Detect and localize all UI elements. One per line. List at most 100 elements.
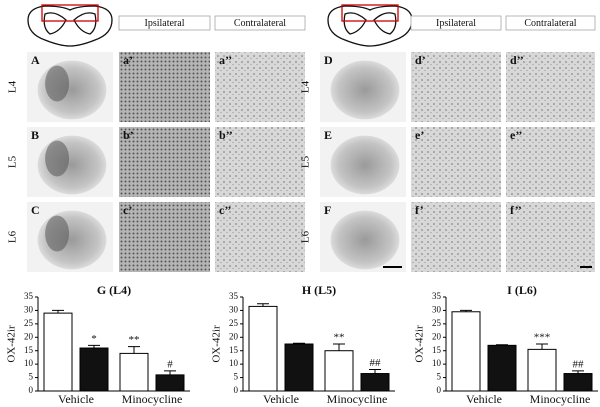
row-label: L4	[7, 80, 19, 93]
y-tick-label: 10	[229, 358, 239, 368]
panel-letter: e’’	[510, 128, 522, 142]
y-tick-label: 15	[229, 345, 239, 355]
panel-letter: E	[324, 128, 332, 142]
y-tick-label: 35	[229, 291, 239, 301]
error-bar	[369, 369, 381, 374]
significance: #	[167, 358, 173, 370]
header-label: Contralateral	[524, 18, 576, 29]
row-label: L5	[300, 155, 312, 168]
error-bar	[293, 342, 305, 344]
y-tick-label: 25	[24, 318, 34, 328]
micrographs: Ipsilateral Contralateral L4 A a’ a’’ L5 B b’ b’’…	[7, 15, 596, 272]
error-bar	[460, 309, 472, 312]
micrograph	[215, 202, 305, 272]
header-label: Ipsilateral	[436, 18, 476, 29]
header-label: Contralateral	[234, 18, 286, 29]
panel-letter: c’’	[219, 203, 231, 217]
y-tick-label: 20	[432, 331, 442, 341]
panel-letter: a’	[123, 53, 133, 67]
header-label: Ipsilateral	[145, 18, 185, 29]
panel-letter: f’’	[510, 203, 522, 217]
y-tick-label: 35	[24, 291, 34, 301]
y-tick-label: 0	[29, 385, 34, 395]
micrograph	[215, 127, 305, 197]
bar	[324, 350, 354, 392]
micrograph	[119, 127, 210, 197]
panel-letter: d’’	[510, 53, 524, 67]
header-box	[410, 15, 502, 31]
bar	[155, 374, 185, 392]
group-label: Vehicle	[263, 392, 299, 406]
chart-title: G (L4)	[97, 283, 131, 297]
y-tick-label: 20	[229, 331, 239, 341]
cord-section	[330, 210, 400, 270]
bar	[451, 311, 481, 392]
bar	[563, 373, 593, 392]
panel-letter: A	[31, 53, 40, 67]
y-tick-label: 10	[432, 358, 442, 368]
stained-region	[45, 65, 70, 102]
micrograph	[411, 52, 501, 122]
significance: ##	[573, 358, 585, 370]
significance: ***	[534, 332, 551, 344]
error-bar	[536, 343, 548, 350]
panel-letter: a’’	[219, 53, 232, 67]
y-axis-label: OX-42ir	[211, 325, 223, 363]
micrograph	[119, 202, 210, 272]
row-label: L4	[300, 80, 312, 93]
y-tick-label: 30	[24, 304, 34, 314]
stained-region	[45, 140, 70, 177]
panel-letter: f’	[415, 203, 424, 217]
error-bar	[164, 370, 176, 375]
panel-letter: B	[31, 128, 39, 142]
micrograph	[119, 52, 210, 122]
error-bar	[333, 343, 345, 351]
significance: **	[129, 334, 140, 346]
panel-letter: d’	[415, 53, 426, 67]
micrograph	[506, 127, 595, 197]
significance: ##	[370, 357, 382, 369]
panel-letter: e’	[415, 128, 424, 142]
bar	[43, 312, 73, 392]
y-tick-label: 15	[24, 345, 34, 355]
bar	[248, 305, 278, 392]
error-bar	[52, 309, 64, 314]
cord-icon	[27, 4, 413, 47]
chart-title: H (L5)	[302, 283, 336, 297]
bar	[527, 348, 557, 392]
significance: **	[334, 332, 345, 344]
group-label: Vehicle	[58, 392, 94, 406]
error-bar	[496, 344, 508, 346]
cord-section	[330, 135, 400, 195]
micrograph	[215, 52, 305, 122]
panel-letter: b’’	[219, 128, 233, 142]
row-label: L5	[7, 155, 19, 168]
y-tick-label: 5	[29, 372, 34, 382]
cord-section	[330, 60, 400, 120]
panel-letter: C	[31, 203, 40, 217]
y-tick-label: 15	[432, 345, 442, 355]
group-label: Minocycline	[327, 392, 388, 406]
chart-title: I (L6)	[507, 283, 537, 297]
bar	[360, 373, 390, 392]
error-bar	[257, 303, 269, 307]
panel-letter: F	[324, 203, 331, 217]
y-tick-label: 0	[234, 385, 239, 395]
y-tick-label: 20	[24, 331, 34, 341]
y-tick-label: 5	[437, 372, 442, 382]
y-tick-label: 5	[234, 372, 239, 382]
bar	[487, 344, 517, 392]
micrograph	[411, 127, 501, 197]
bar	[119, 352, 149, 392]
row-label: L6	[7, 230, 19, 243]
error-bar	[88, 344, 100, 349]
panel-letter: b’	[123, 128, 134, 142]
bar	[79, 347, 109, 392]
micrograph	[506, 52, 595, 122]
y-tick-label: 0	[437, 385, 442, 395]
y-axis-label: OX-42ir	[6, 325, 18, 363]
y-tick-label: 25	[229, 318, 239, 328]
significance: *	[91, 333, 97, 345]
